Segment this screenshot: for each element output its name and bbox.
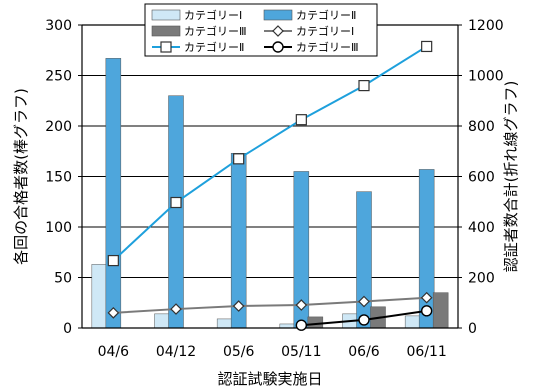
- x-tick-label: 04/6: [98, 344, 130, 360]
- right-tick-label: 1000: [468, 69, 504, 85]
- legend-line-marker-2: [160, 41, 172, 53]
- right-tick-label: 1200: [468, 18, 504, 34]
- x-axis-title: 認証試験実施日: [217, 370, 322, 388]
- right-tick-label: 800: [468, 119, 495, 135]
- left-tick-label: 200: [45, 119, 72, 135]
- bar-cat2-1: [168, 95, 184, 329]
- left-tick-label: 150: [45, 170, 72, 186]
- right-tick-label: 0: [468, 321, 477, 337]
- line-point-1-1: [170, 303, 182, 315]
- bar-cat2-0: [105, 58, 122, 329]
- line-point-2-4: [358, 79, 370, 92]
- line-point-1-4: [358, 295, 370, 308]
- right-tick-label: 200: [468, 271, 495, 287]
- legend-bar-swatch-2: [263, 9, 293, 21]
- bar-cat1-5: [404, 315, 421, 329]
- line-point-1-2: [232, 300, 245, 312]
- line-point-2-5: [421, 40, 433, 53]
- legend-line-marker-3: [272, 41, 284, 53]
- legend-line-label-1: カテゴリーⅠ: [296, 24, 354, 38]
- legend-bar-label-1: カテゴリーⅠ: [184, 8, 242, 22]
- legend-box: [144, 3, 378, 57]
- line-point-1-0: [107, 307, 120, 319]
- bar-cat1-1: [154, 313, 170, 329]
- legend-line-marker-1: [272, 25, 284, 37]
- bar-cat1-0: [91, 264, 108, 329]
- bar-cat1-2: [216, 318, 233, 329]
- line-point-2-2: [233, 153, 245, 165]
- legend-bar-swatch-1: [151, 9, 181, 21]
- line-series-2: [112, 45, 428, 262]
- bar-cat1-3: [279, 323, 296, 329]
- line-point-2-0: [107, 254, 119, 267]
- line-point-1-3: [295, 299, 308, 311]
- legend-bar-label-2: カテゴリーⅡ: [296, 8, 356, 22]
- x-tick-label: 06/6: [348, 344, 380, 360]
- bar-cat3-5: [432, 292, 449, 329]
- line-point-3-4: [358, 314, 370, 326]
- right-axis-title: 認証者数合計(折れ線グラフ): [502, 81, 520, 273]
- left-tick-label: 250: [45, 69, 72, 85]
- left-tick-label: 100: [45, 220, 72, 236]
- x-tick-label: 06/11: [406, 344, 446, 360]
- line-point-2-3: [295, 114, 307, 126]
- right-tick-label: 400: [468, 220, 495, 236]
- x-tick-label: 05/11: [281, 344, 321, 360]
- bar-cat2-4: [356, 191, 372, 329]
- x-tick-label: 05/6: [223, 344, 255, 360]
- line-point-3-3: [295, 319, 308, 331]
- legend-bar-label-3: カテゴリーⅢ: [184, 24, 247, 38]
- bar-cat3-3: [307, 316, 324, 329]
- line-point-3-5: [420, 305, 433, 317]
- left-axis-title: 各回の合格者数(棒グラフ): [12, 88, 30, 265]
- legend-line-label-2: カテゴリーⅡ: [184, 40, 244, 54]
- legend-line-label-3: カテゴリーⅢ: [296, 40, 359, 54]
- left-tick-label: 300: [45, 18, 72, 34]
- line-point-1-5: [420, 291, 433, 304]
- legend-bar-swatch-3: [151, 25, 181, 37]
- left-tick-label: 50: [54, 271, 72, 287]
- bar-cat2-5: [418, 169, 435, 329]
- right-tick-label: 600: [468, 170, 495, 186]
- x-tick-label: 04/12: [156, 344, 196, 360]
- legend: カテゴリーⅠ カテゴリーⅡ カテゴリーⅢ カテゴリーⅠ カテゴリーⅡ カテゴリーⅢ: [144, 3, 378, 57]
- line-point-2-1: [170, 196, 182, 209]
- left-tick-label: 0: [63, 321, 72, 337]
- line-series-1: [113, 296, 427, 314]
